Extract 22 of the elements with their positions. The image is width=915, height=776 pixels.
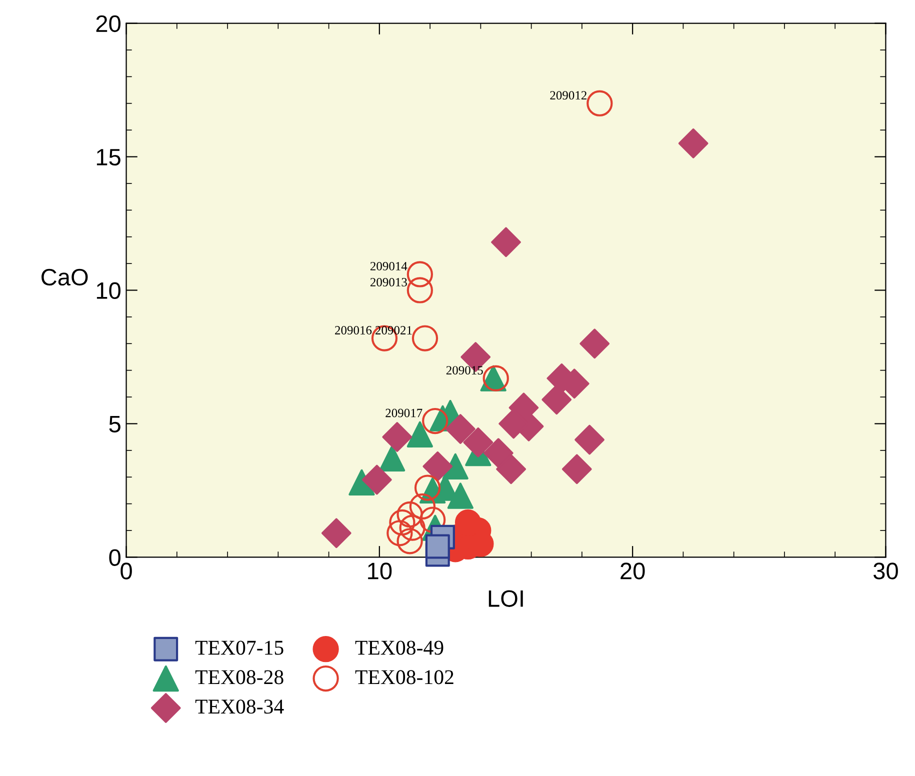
x-tick-label: 0 [120, 562, 132, 580]
y-tick-label: 15 [96, 149, 120, 166]
annotation: 209013 [370, 278, 407, 286]
y-axis-title: CaO [42, 268, 88, 286]
x-tick-label: 30 [873, 562, 898, 580]
annotation: 209015 [446, 366, 483, 374]
annotation: 209014 [370, 262, 408, 270]
x-tick-label: 20 [620, 562, 645, 580]
y-tick-label: 0 [109, 549, 120, 566]
annotation: 209016 [335, 326, 372, 334]
legend-label: TEX08-102 [355, 670, 454, 684]
legend-label: TEX08-34 [195, 700, 284, 714]
y-tick-label: 20 [96, 15, 120, 32]
y-tick-label: 10 [96, 282, 120, 300]
annotation: 209012 [550, 91, 586, 100]
legend-label: TEX07-15 [195, 640, 284, 655]
legend-label: TEX08-28 [195, 670, 284, 684]
annotation: 209017 [386, 408, 422, 418]
x-axis-title: LOI [488, 590, 523, 607]
y-tick-label: 5 [109, 416, 120, 432]
legend-label: TEX08-49 [355, 640, 444, 655]
x-tick-label: 10 [368, 562, 392, 580]
